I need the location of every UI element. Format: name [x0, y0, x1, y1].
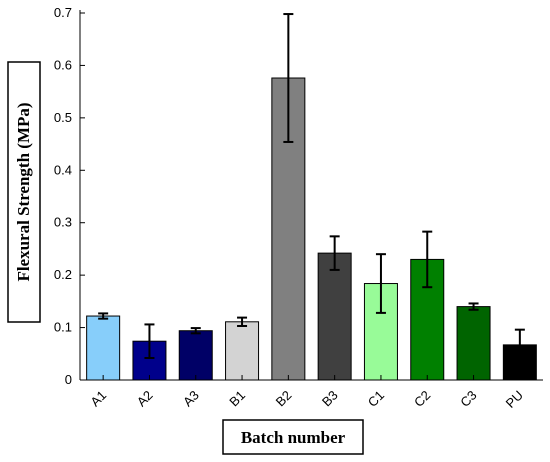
x-tick-label: B2 [273, 388, 295, 410]
y-tick-label: 0.6 [54, 57, 72, 72]
x-tick-label: PU [503, 388, 526, 411]
error-bar-pu [514, 328, 525, 362]
x-axis-title: Batch number [241, 428, 346, 447]
plot-area [86, 13, 537, 381]
error-bar-c2 [422, 230, 433, 289]
bar-b1 [225, 321, 260, 381]
error-bar-b2 [283, 13, 294, 143]
y-axis-title: Flexural Strength (MPa) [14, 102, 33, 281]
bar-c3 [456, 306, 491, 381]
y-tick-label: 0.7 [54, 5, 72, 20]
x-tick-label: B3 [319, 388, 341, 410]
x-tick-label: B1 [226, 388, 248, 410]
y-tick-label: 0.2 [54, 267, 72, 282]
error-bar-b1 [237, 316, 248, 327]
x-tick-label: A1 [87, 388, 109, 410]
x-tick-label: C3 [457, 388, 479, 410]
x-tick-label: C1 [365, 388, 387, 410]
error-bar-a3 [190, 327, 201, 335]
y-axis-title-box [7, 61, 41, 323]
x-tick-label: A3 [180, 388, 202, 410]
error-bar-c1 [375, 253, 386, 314]
x-axis-title-box [222, 419, 364, 455]
y-tick-label: 0.5 [54, 110, 72, 125]
y-tick-label: 0.3 [54, 215, 72, 230]
y-axis-ticks: 0 0.1 0.2 0.3 0.4 0.5 0.6 0.7 [54, 5, 85, 387]
y-tick-label: 0.1 [54, 320, 72, 335]
error-bar-c3 [468, 302, 479, 311]
error-bar-b3 [329, 235, 340, 271]
y-tick-label: 0.4 [54, 162, 72, 177]
bar-b3 [317, 252, 352, 381]
bar-a3 [178, 330, 213, 381]
x-tick-label: A2 [134, 388, 156, 410]
bar-a1 [86, 315, 121, 381]
x-tick-label: C2 [411, 388, 433, 410]
error-bar-a2 [144, 323, 155, 359]
y-tick-label: 0 [65, 372, 72, 387]
error-bar-a1 [98, 312, 109, 320]
